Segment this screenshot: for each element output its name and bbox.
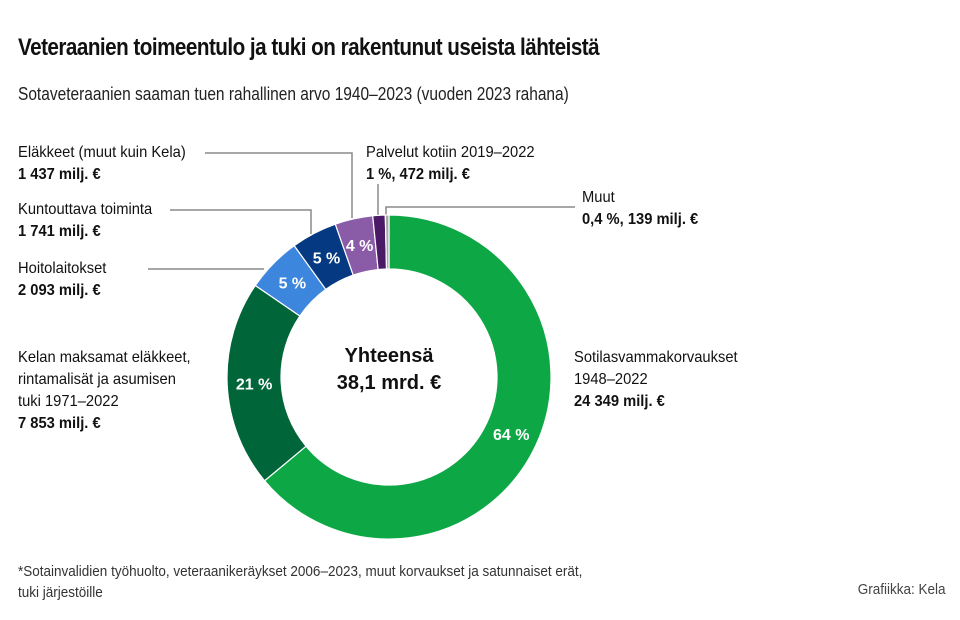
pct-label-elakkeet: 4 %	[346, 238, 374, 255]
label-elakkeet-name: Eläkkeet (muut kuin Kela)	[18, 144, 186, 161]
slice-muut	[384, 214, 390, 270]
label-muut-value: 0,4 %, 139 milj. €	[582, 211, 699, 228]
label-hoitolaitokset-name: Hoitolaitokset	[18, 260, 107, 277]
label-muut-name: Muut	[582, 189, 615, 206]
leader-line-muut	[385, 206, 575, 216]
slice-sotilasvamma	[263, 214, 552, 540]
center-total-value: 38,1 mrd. €	[336, 372, 442, 394]
label-palvelut-name: Palvelut kotiin 2019–2022	[366, 144, 535, 161]
pct-label-kuntouttava: 5 %	[313, 250, 341, 267]
label-elakkeet-value: 1 437 milj. €	[18, 166, 101, 183]
label-kela-name-2: rintamalisät ja asumisen	[18, 371, 176, 388]
label-palvelut: Palvelut kotiin 2019–2022 1 %, 472 milj.…	[366, 142, 535, 186]
label-elakkeet: Eläkkeet (muut kuin Kela) 1 437 milj. €	[18, 142, 186, 186]
pct-label-kela: 21 %	[236, 376, 272, 393]
chart-subtitle: Sotaveteraanien saaman tuen rahallinen a…	[18, 84, 569, 104]
pct-label-hoitolaitokset: 5 %	[279, 276, 307, 293]
center-total-title: Yhteensä	[344, 345, 434, 367]
label-muut: Muut 0,4 %, 139 milj. €	[582, 187, 698, 231]
chart-title: Veteraanien toimeentulo ja tuki on raken…	[18, 34, 600, 61]
leader-lines	[148, 152, 575, 270]
label-kuntouttava: Kuntouttava toiminta 1 741 milj. €	[18, 199, 152, 243]
label-kela-name-1: Kelan maksamat eläkkeet,	[18, 349, 191, 366]
label-kuntouttava-value: 1 741 milj. €	[18, 223, 101, 240]
credit: Grafiikka: Kela	[858, 581, 946, 598]
label-sotilasvamma-value: 24 349 milj. €	[574, 393, 665, 410]
leader-line-kuntouttava	[170, 209, 312, 234]
footnote-line-1: *Sotainvalidien työhuolto, veteraanikerä…	[18, 563, 583, 580]
label-hoitolaitokset: Hoitolaitokset 2 093 milj. €	[18, 258, 106, 302]
label-sotilasvamma-name-2: 1948–2022	[574, 371, 648, 388]
label-hoitolaitokset-value: 2 093 milj. €	[18, 282, 101, 299]
footnote: *Sotainvalidien työhuolto, veteraanikerä…	[18, 561, 582, 603]
label-palvelut-value: 1 %, 472 milj. €	[366, 166, 470, 183]
label-sotilasvamma-name-1: Sotilasvammakorvaukset	[574, 349, 738, 366]
pct-label-sotilasvamma: 64 %	[493, 427, 529, 444]
donut-slices	[226, 214, 552, 540]
label-sotilasvamma: Sotilasvammakorvaukset 1948–2022 24 349 …	[574, 347, 738, 413]
label-kela: Kelan maksamat eläkkeet, rintamalisät ja…	[18, 347, 191, 435]
label-kuntouttava-name: Kuntouttava toiminta	[18, 201, 153, 218]
center-total-label: Yhteensä 38,1 mrd. €	[289, 343, 489, 397]
label-kela-name-3: tuki 1971–2022	[18, 393, 119, 410]
label-kela-value: 7 853 milj. €	[18, 415, 101, 432]
percent-labels: 64 % 21 % 5 % 5 % 4 %	[236, 238, 530, 444]
footnote-line-2: tuki järjestöille	[18, 584, 103, 601]
leader-line-elakkeet	[205, 152, 353, 218]
